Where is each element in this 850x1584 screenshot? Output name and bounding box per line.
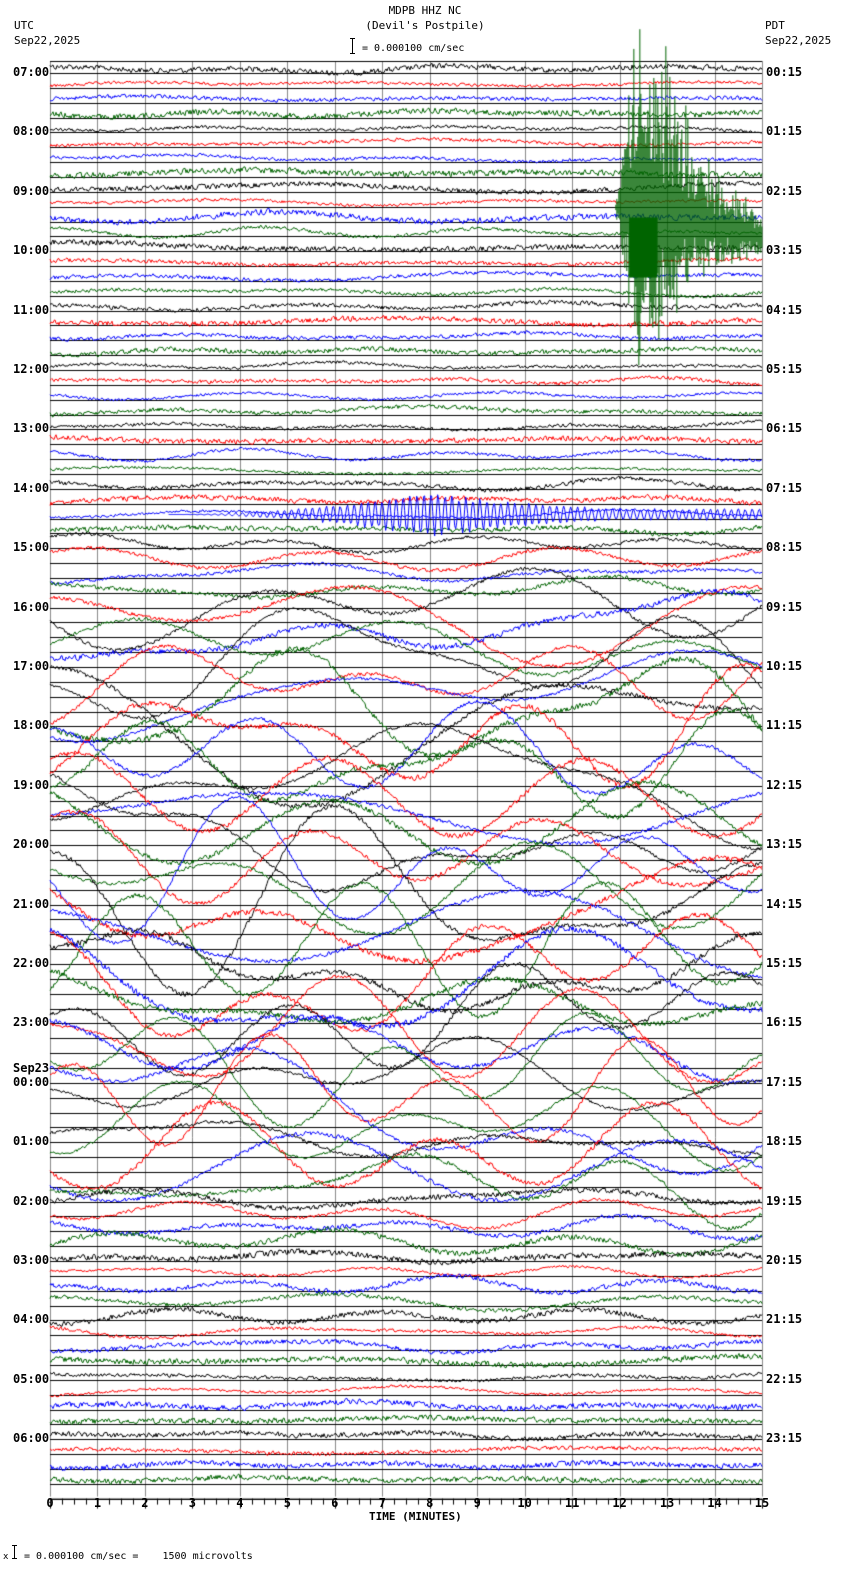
date-change-label: Sep23 (13, 1060, 50, 1075)
pdt-hour-label: 05:15 (766, 362, 803, 376)
utc-hour-label: 06:00 (13, 1431, 50, 1446)
utc-hour-label: 09:00 (13, 183, 50, 198)
x-tick-label: 15 (754, 1496, 770, 1510)
utc-hour-label: 11:00 (13, 302, 50, 317)
pdt-hour-label: 17:15 (766, 1074, 803, 1089)
pdt-hour-label: 06:15 (766, 421, 803, 436)
x-tick-label: 9 (473, 1496, 481, 1510)
left-date: Sep22,2025 (14, 34, 81, 47)
utc-hour-label: 22:00 (13, 956, 50, 970)
pdt-hour-label: 13:15 (766, 837, 803, 852)
utc-hour-label: 15:00 (13, 540, 50, 555)
utc-hour-label: 05:00 (13, 1371, 50, 1386)
x-tick-label: 0 (46, 1496, 54, 1510)
x-tick-label: 3 (188, 1496, 197, 1510)
station-location: (Devil's Postpile) (365, 19, 485, 32)
x-tick-label: 10 (517, 1496, 532, 1510)
utc-hour-label: 16:00 (13, 599, 50, 614)
utc-hour-label: 13:00 (13, 421, 50, 436)
left-timezone: UTC (14, 19, 34, 32)
utc-hour-label: 14:00 (13, 480, 50, 495)
pdt-hour-label: 10:15 (766, 659, 803, 673)
utc-hour-label: 10:00 (13, 243, 50, 258)
utc-hour-label: 01:00 (13, 1134, 50, 1149)
utc-hour-label: 02:00 (13, 1193, 50, 1208)
x-tick-label: 8 (426, 1496, 434, 1510)
utc-hour-label: 03:00 (13, 1253, 50, 1267)
x-tick-label: 13 (659, 1496, 675, 1510)
x-tick-label: 6 (331, 1496, 339, 1510)
utc-hour-label: 12:00 (13, 362, 50, 376)
x-tick-label: 4 (236, 1496, 244, 1510)
x-tick-label: 14 (707, 1496, 722, 1510)
x-tick-label: 2 (141, 1496, 149, 1510)
pdt-hour-label: 09:15 (766, 599, 803, 614)
utc-hour-label: 07:00 (13, 65, 50, 79)
x-tick-label: 11 (564, 1496, 580, 1510)
scale-text: = 0.000100 cm/sec (362, 43, 465, 54)
utc-hour-label: 04:00 (13, 1312, 50, 1327)
utc-hour-label: 08:00 (13, 124, 50, 139)
pdt-hour-label: 03:15 (766, 243, 803, 258)
scale-bar-icon (350, 38, 355, 54)
utc-hour-label: 00:00 (13, 1074, 50, 1089)
utc-hour-label: 17:00 (13, 659, 50, 673)
pdt-hour-label: 12:15 (766, 777, 803, 792)
pdt-hour-label: 07:15 (766, 480, 803, 495)
pdt-hour-label: 23:15 (766, 1431, 803, 1446)
x-axis-label: TIME (MINUTES) (369, 1510, 462, 1523)
utc-hour-label: 21:00 (13, 896, 50, 911)
right-date: Sep22,2025 (765, 34, 832, 47)
pdt-hour-label: 02:15 (766, 183, 803, 198)
x-tick-label: 1 (93, 1496, 102, 1510)
utc-hour-label: 19:00 (13, 777, 50, 792)
footer-scale-bar-icon (12, 1545, 17, 1559)
x-tick-label: 12 (612, 1496, 627, 1510)
pdt-hour-label: 15:15 (766, 956, 803, 970)
pdt-hour-label: 08:15 (766, 540, 803, 555)
pdt-hour-label: 00:15 (766, 65, 803, 79)
footer-scale-prefix: x (3, 1552, 9, 1562)
utc-hour-label: 23:00 (13, 1015, 50, 1030)
pdt-hour-label: 04:15 (766, 302, 803, 317)
pdt-hour-label: 18:15 (766, 1134, 803, 1149)
pdt-hour-label: 01:15 (766, 124, 803, 139)
utc-hour-label: 18:00 (13, 718, 50, 733)
station-title: MDPB HHZ NC (388, 4, 462, 17)
x-tick-label: 5 (283, 1496, 291, 1510)
utc-hour-label: 20:00 (13, 837, 50, 852)
pdt-hour-label: 16:15 (766, 1015, 803, 1030)
pdt-hour-label: 22:15 (766, 1371, 803, 1386)
pdt-hour-label: 20:15 (766, 1253, 803, 1267)
right-timezone: PDT (765, 19, 785, 32)
pdt-hour-label: 14:15 (766, 896, 803, 911)
pdt-hour-label: 11:15 (766, 718, 803, 733)
pdt-hour-label: 21:15 (766, 1312, 803, 1327)
x-tick-label: 7 (378, 1496, 386, 1510)
pdt-hour-label: 19:15 (766, 1193, 803, 1208)
footer-scale-text: = 0.000100 cm/sec = 1500 microvolts (24, 1551, 253, 1562)
